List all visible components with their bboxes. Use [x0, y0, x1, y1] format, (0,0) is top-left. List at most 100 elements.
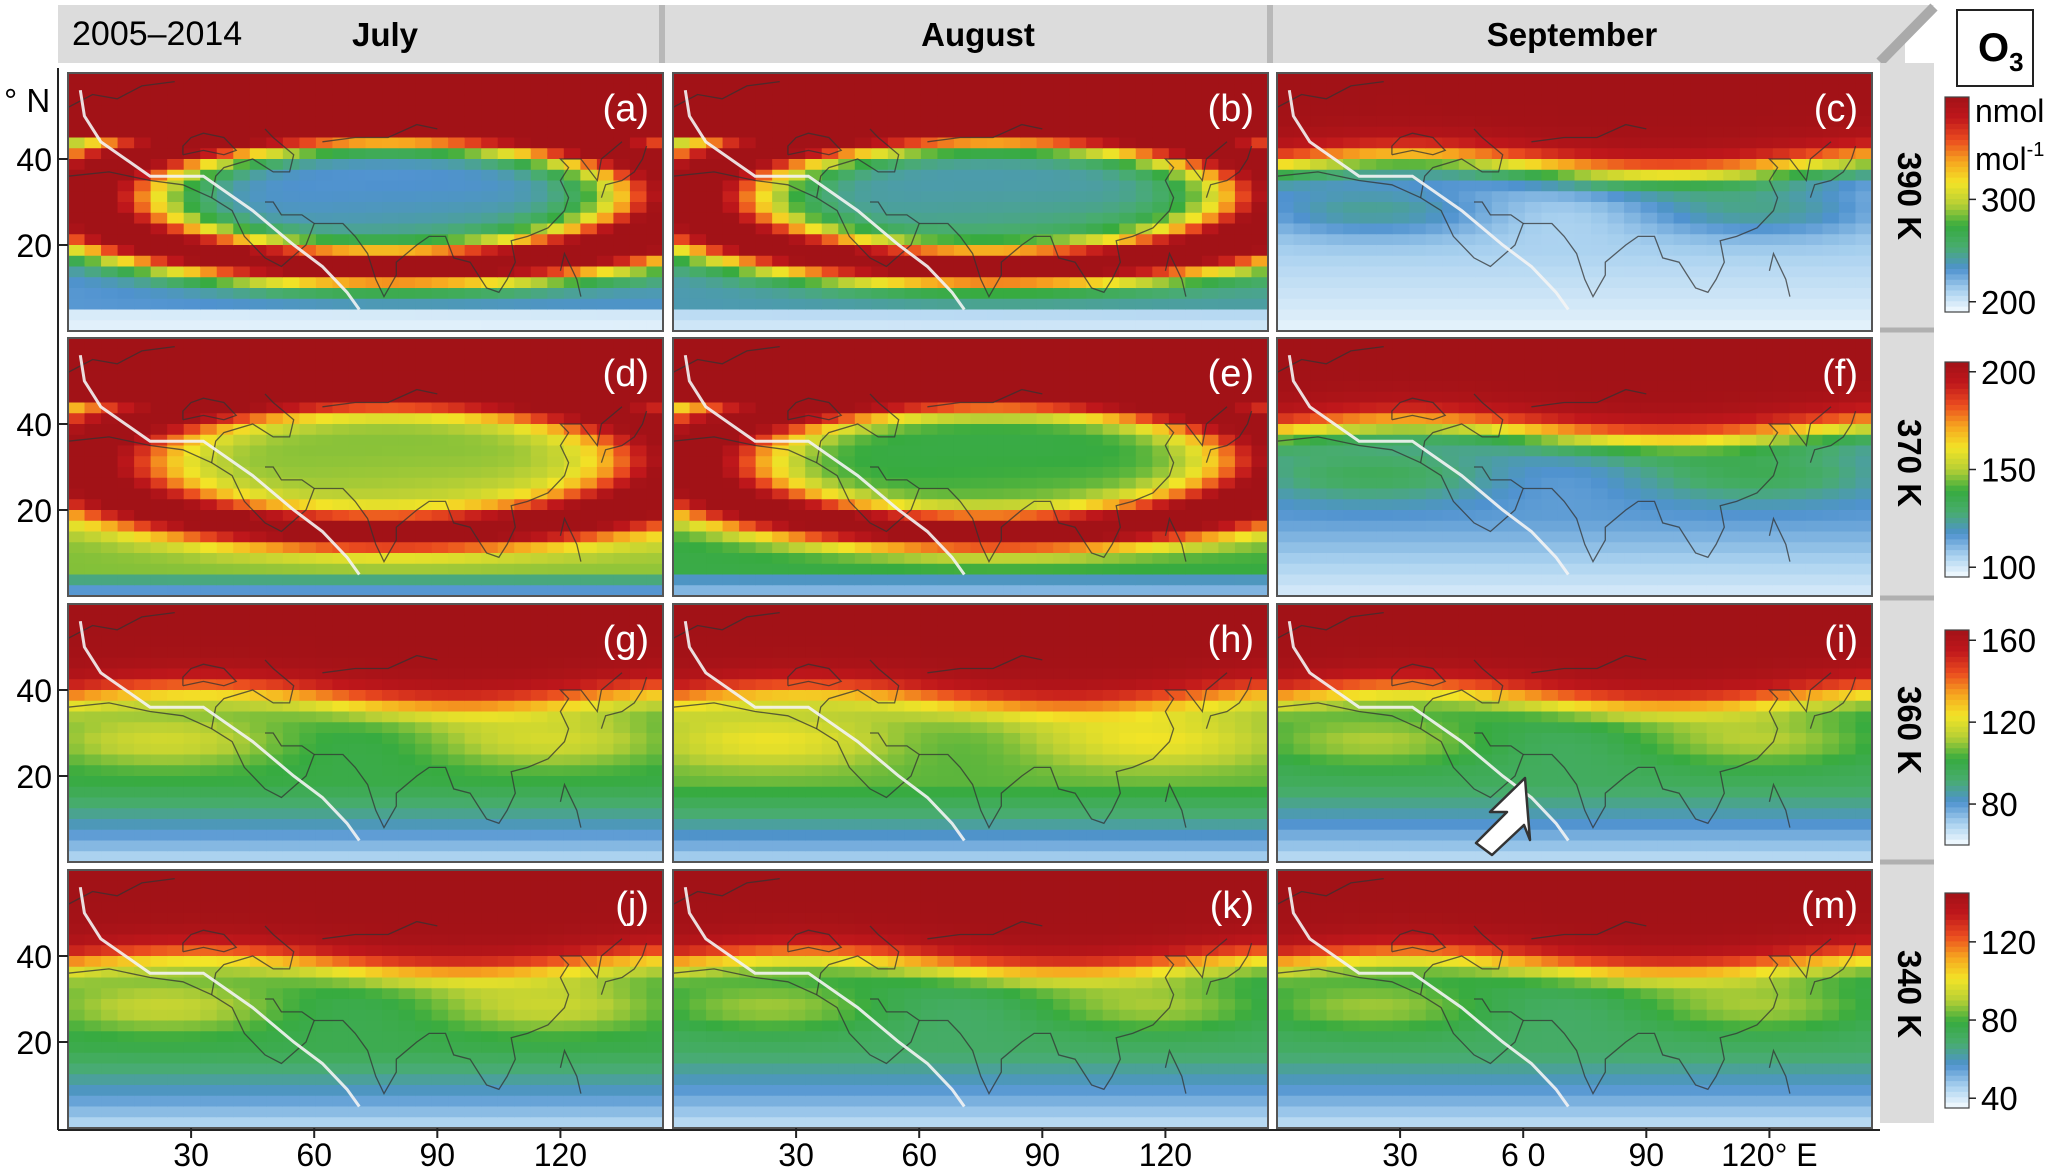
coastlines [1277, 611, 1857, 842]
colorbar-tick-label: 300 [1981, 181, 2036, 218]
panel-label: (i) [1824, 619, 1858, 661]
panel-grid: (a) (b) (c) (d) (e) (f) (g) (h) (i) (j) (k) (m) [67, 72, 1873, 1129]
map-panel-e: (e) [672, 337, 1269, 597]
panel-label: (f) [1822, 353, 1858, 395]
colorbar-tick-label: 150 [1981, 452, 2036, 489]
panel-frame [672, 72, 1269, 332]
svg-text:O3: O3 [1978, 26, 2024, 77]
map-panel-g: (g) [67, 603, 664, 863]
ozone-field [673, 604, 1268, 862]
ozone-field [1277, 604, 1872, 862]
ozone-field [1277, 870, 1872, 1128]
flight-track [683, 354, 966, 576]
ozone-field [68, 870, 663, 1128]
panel-frame [1276, 337, 1873, 597]
ozone-field [68, 338, 663, 596]
flight-track [1287, 620, 1570, 842]
flight-track [78, 620, 361, 842]
panel-frame [672, 869, 1269, 1129]
panel-label: (c) [1814, 88, 1858, 130]
colorbar-tick-label: 80 [1981, 1002, 2018, 1039]
column-header-september: September [1487, 16, 1658, 53]
panel-label: (j) [615, 885, 649, 927]
coastlines [1277, 877, 1857, 1108]
unit-exponent: -1 [2027, 139, 2045, 161]
map-panel-f: (f) [1276, 337, 1873, 597]
y-tick-label: 40 [16, 939, 52, 975]
x-tick-label: 90 [420, 1137, 456, 1171]
panel-frame [67, 337, 664, 597]
panel-label: (d) [603, 353, 649, 395]
flight-track [683, 886, 966, 1108]
colorbar-tick-label: 160 [1981, 622, 2036, 659]
coastlines [1277, 80, 1857, 311]
coastlines [673, 345, 1253, 576]
colorbar-tick-label: 40 [1981, 1080, 2018, 1117]
panel-label: (g) [603, 619, 649, 661]
colorbar-340k: 40 80 120 [1944, 892, 2036, 1117]
panel-label: (b) [1208, 88, 1254, 130]
y-tick-label: 40 [16, 407, 52, 443]
level-band: 390 K 370 K 360 K 340 K [1880, 63, 1934, 1123]
y-axis-unit: ° N [4, 82, 50, 119]
ozone-field [68, 73, 663, 331]
panel-frame [672, 603, 1269, 863]
panel-label: (e) [1208, 353, 1254, 395]
level-label-390k: 390 K [1891, 152, 1928, 240]
coastlines [68, 345, 648, 576]
x-tick-label: 90 [1629, 1137, 1665, 1171]
panel-frame [1276, 869, 1873, 1129]
map-panel-h: (h) [672, 603, 1269, 863]
panel-label: (h) [1208, 619, 1254, 661]
panel-label: (a) [603, 88, 649, 130]
map-panel-b: (b) [672, 72, 1269, 332]
map-panel-c: (c) [1276, 72, 1873, 332]
flight-track [683, 89, 966, 311]
x-tick-label: 30 [778, 1137, 814, 1171]
coastlines [673, 80, 1253, 311]
colorbar-tick-label: 200 [1981, 284, 2036, 321]
map-panel-a: (a) [67, 72, 664, 332]
coastlines [673, 877, 1253, 1108]
y-tick-label: 40 [16, 673, 52, 709]
x-tick-label: 30 [1382, 1137, 1418, 1171]
map-panel-j: (j) [67, 869, 664, 1129]
colorbar-370k: 100 150 200 [1944, 354, 2036, 586]
unit-label: nmol mol-1 [1975, 93, 2044, 177]
x-tick-label: 90 [1025, 1137, 1061, 1171]
ozone-field [673, 73, 1268, 331]
flight-track [683, 620, 966, 842]
panel-label: (k) [1210, 885, 1254, 927]
y-tick-label: 20 [16, 1025, 52, 1061]
column-header-july: July [352, 16, 419, 53]
panel-frame [67, 869, 664, 1129]
x-tick-label: 60 [296, 1137, 332, 1171]
flight-track [1287, 886, 1570, 1108]
colorbar-390k: 200 300 [1944, 96, 2036, 321]
ozone-field [1277, 338, 1872, 596]
x-tick-label: 120° E [1721, 1137, 1817, 1171]
panel-frame [67, 603, 664, 863]
ozone-field [673, 338, 1268, 596]
x-tick-label: 120 [1139, 1137, 1192, 1171]
map-panel-m: (m) [1276, 869, 1873, 1129]
ozone-field [1277, 73, 1872, 331]
header-band: 2005–2014 July August September [58, 3, 1938, 66]
y-tick-label: 40 [16, 142, 52, 178]
level-label-340k: 340 K [1891, 950, 1928, 1038]
coastlines [68, 80, 648, 311]
panel-frame [672, 337, 1269, 597]
flight-track [78, 886, 361, 1108]
coastlines [68, 877, 648, 1108]
colorbar-360k: 80 120 160 [1944, 622, 2036, 846]
flight-track [1287, 354, 1570, 576]
y-tick-label: 20 [16, 228, 52, 264]
y-tick-label: 20 [16, 759, 52, 795]
coastlines [673, 611, 1253, 842]
map-panel-d: (d) [67, 337, 664, 597]
panel-label: (m) [1801, 885, 1858, 927]
ozone-field [673, 870, 1268, 1128]
coastlines [1277, 345, 1857, 576]
x-tick-label: 120 [534, 1137, 587, 1171]
